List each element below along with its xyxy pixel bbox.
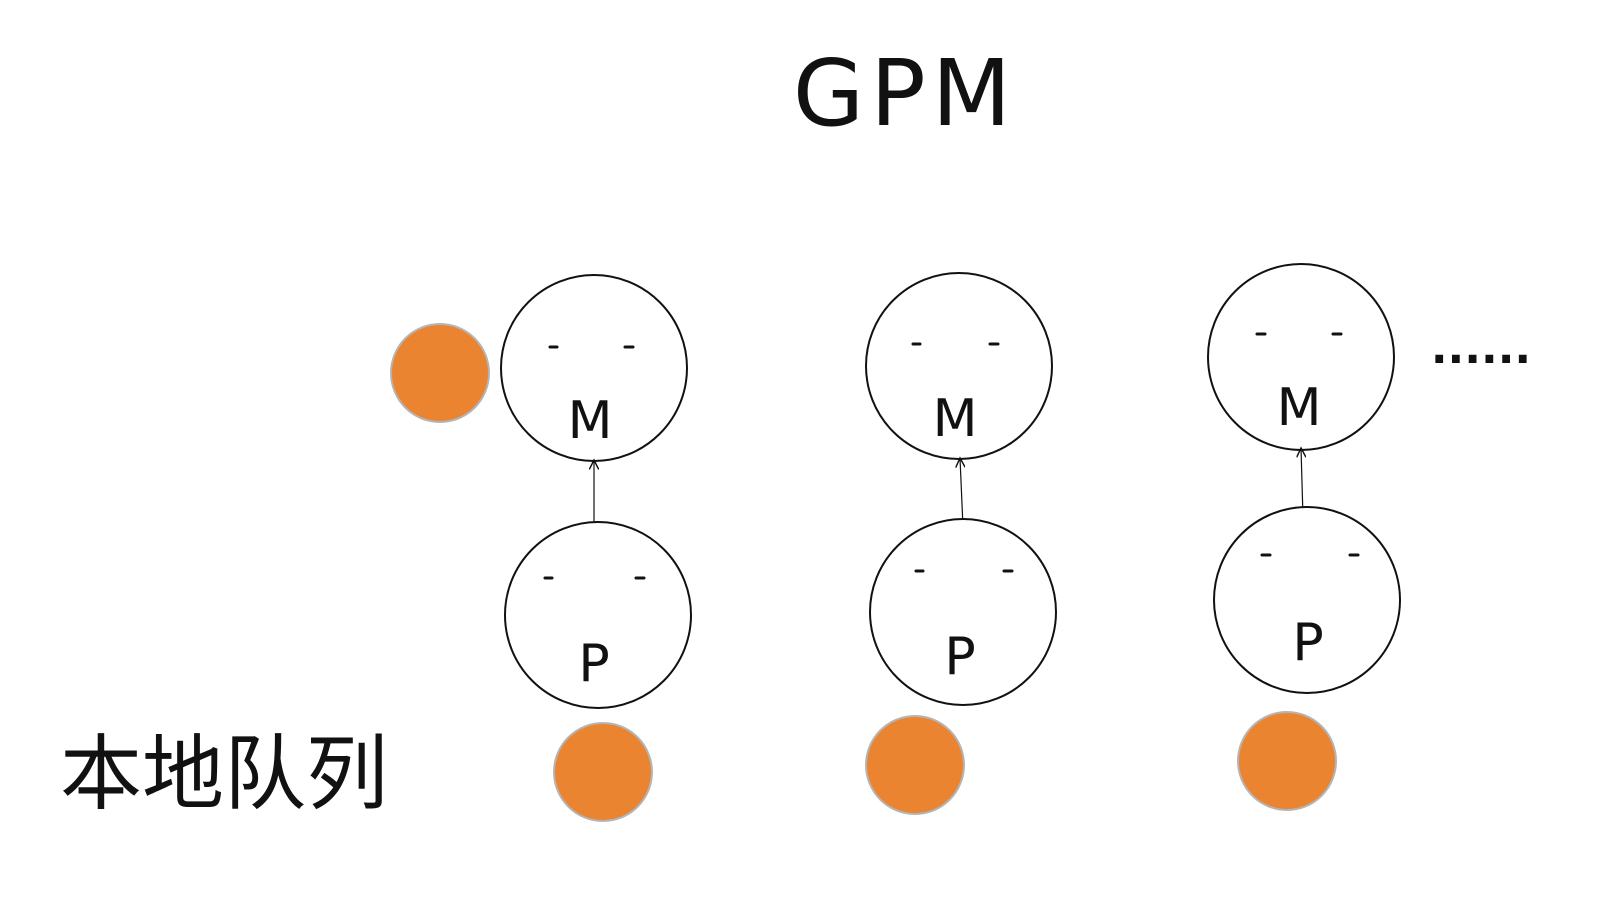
- queued-goroutine: [553, 722, 653, 822]
- p-node-label: P: [578, 634, 609, 694]
- gpm-column-3: M P: [1207, 263, 1401, 811]
- p-node-label: P: [944, 627, 975, 687]
- m-node: M: [500, 274, 688, 462]
- p-node-circle: [504, 521, 692, 709]
- m-node: M: [865, 272, 1053, 460]
- local-queue-label: 本地队列: [60, 727, 388, 822]
- p-node: P: [1213, 506, 1401, 694]
- p-node: P: [504, 521, 692, 709]
- running-goroutine: [390, 323, 490, 423]
- p-node-circle: [869, 518, 1057, 706]
- p-node-label: P: [1292, 613, 1323, 673]
- p-to-m-arrow: [960, 458, 963, 528]
- queued-goroutine: [1237, 711, 1337, 811]
- p-node: P: [869, 518, 1057, 706]
- m-node-label: M: [1277, 378, 1322, 438]
- queued-goroutine: [865, 715, 965, 815]
- diagram-title: GPM: [793, 40, 1017, 147]
- m-node: M: [1207, 263, 1395, 451]
- gpm-column-1: M P: [390, 274, 692, 822]
- more-columns-ellipsis: ......: [1431, 323, 1531, 374]
- p-to-m-arrow: [1301, 448, 1303, 518]
- gpm-column-2: M P: [865, 272, 1057, 815]
- m-node-label: M: [568, 391, 613, 451]
- m-node-label: M: [933, 389, 978, 449]
